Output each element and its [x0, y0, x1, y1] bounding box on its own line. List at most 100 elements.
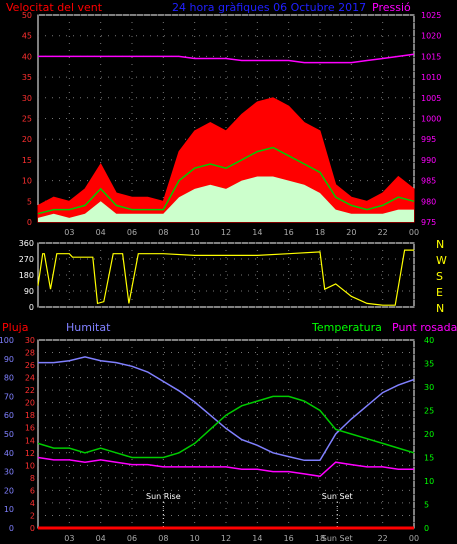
rain-y-tick-label: 22 [25, 386, 35, 395]
wind-x-tick-label: 03 [64, 228, 74, 237]
series-pressure-line [38, 53, 415, 64]
rain-y-tick-label: 10 [25, 461, 35, 470]
rain-y-tick-label: 6 [30, 486, 35, 495]
pressure-y-tick-label: 995 [421, 135, 436, 144]
lower-x-tick-label: 00 [409, 534, 419, 543]
wind-x-tick-label: 16 [284, 228, 294, 237]
rain-y-tick-label: 30 [25, 336, 35, 345]
humidity-y-tick-label: 0 [9, 524, 14, 533]
wind-x-tick-label: 14 [252, 228, 262, 237]
humidity-y-tick-label: 20 [4, 486, 14, 495]
wind-x-tick-label: 20 [346, 228, 356, 237]
pressure-y-tick-label: 980 [421, 197, 436, 206]
humidity-y-tick-label: 90 [4, 355, 14, 364]
wind-x-tick-label: 10 [190, 228, 200, 237]
humidity-y-tick-label: 10 [4, 505, 14, 514]
humidity-y-tick-label: 60 [4, 411, 14, 420]
lower-x-tick-label: 03 [64, 534, 74, 543]
compass-n-bottom: N [436, 302, 444, 315]
wind-y-tick-label: 25 [22, 115, 32, 124]
temperature-y-tick-label: 35 [424, 360, 434, 369]
rain-y-tick-label: 12 [25, 449, 35, 458]
rain-y-tick-label: 16 [25, 424, 35, 433]
direction-y-tick-label: 270 [19, 255, 34, 264]
humidity-y-tick-label: 100 [0, 336, 14, 345]
series-avg-wind-line [37, 146, 415, 215]
lower-x-tick-label: 12 [221, 534, 231, 543]
temperature-y-tick-label: 40 [424, 336, 434, 345]
wind-y-tick-label: 15 [22, 156, 32, 165]
lower-x-tick-label: 08 [158, 534, 168, 543]
rain-y-tick-label: 14 [25, 436, 35, 445]
direction-y-tick-label: 180 [19, 271, 34, 280]
pressure-y-tick-label: 1015 [421, 52, 441, 61]
pressure-y-tick-label: 1025 [421, 11, 441, 20]
temperature-axis-label: Temperatura [311, 321, 382, 334]
sunrise-label: Sun Rise [146, 492, 181, 501]
rain-axis-label: Pluja [2, 321, 28, 334]
lower-x-tick-label: 06 [127, 534, 137, 543]
wind-y-tick-label: 30 [22, 94, 32, 103]
series-direction-line [37, 249, 414, 306]
pressure-axis-label: Pressió [372, 1, 411, 14]
rain-y-tick-label: 20 [25, 399, 35, 408]
lower-x-tick-label: 18 [315, 534, 325, 543]
compass-w: W [436, 254, 447, 267]
rain-y-tick-label: 2 [30, 511, 35, 520]
rain-y-tick-label: 26 [25, 361, 35, 370]
wind-y-tick-label: 40 [22, 52, 32, 61]
series-gust-area [37, 97, 415, 223]
series-dewpoint-line [37, 456, 414, 478]
wind-y-tick-label: 10 [22, 177, 32, 186]
wind-y-tick-label: 0 [27, 218, 32, 227]
wind-speed-axis-label: Velocitat del vent [6, 1, 103, 14]
direction-y-tick-label: 360 [19, 239, 34, 248]
wind-x-tick-label: 06 [127, 228, 137, 237]
lower-x-tick-label: 14 [252, 534, 262, 543]
chart-title: 24 hora gràfiques 06 Octubre 2017 [172, 1, 366, 14]
series-temperature-line [37, 395, 415, 459]
wind-y-tick-label: 5 [27, 197, 32, 206]
compass-e: E [436, 286, 443, 299]
series-min-wind-area [38, 176, 414, 222]
lower-x-tick-label: Sun Set [322, 534, 353, 543]
rain-y-tick-label: 8 [30, 474, 35, 483]
temperature-y-tick-label: 30 [424, 383, 434, 392]
sunset-label: Sun Set [322, 492, 353, 501]
compass-s: S [436, 270, 443, 283]
rain-y-tick-label: 0 [30, 524, 35, 533]
rain-y-tick-label: 24 [25, 374, 35, 383]
humidity-y-tick-label: 50 [4, 430, 14, 439]
rain-y-tick-label: 4 [30, 499, 35, 508]
temperature-y-tick-label: 25 [424, 407, 434, 416]
lower-x-tick-label: 16 [284, 534, 294, 543]
lower-x-tick-label: 22 [378, 534, 388, 543]
temperature-y-tick-label: 10 [424, 477, 434, 486]
wind-x-tick-label: 00 [409, 228, 419, 237]
wind-y-tick-label: 20 [22, 135, 32, 144]
wind-x-tick-label: 18 [315, 228, 325, 237]
series-humidity-line [38, 356, 415, 462]
temperature-y-tick-label: 20 [424, 430, 434, 439]
wind-y-tick-label: 45 [22, 32, 32, 41]
pressure-y-tick-label: 1020 [421, 32, 441, 41]
lower-x-tick-label: 10 [190, 534, 200, 543]
rain-y-tick-label: 28 [25, 349, 35, 358]
wind-x-tick-label: 12 [221, 228, 231, 237]
wind-x-tick-label: 08 [158, 228, 168, 237]
dewpoint-axis-label: Punt rosada [392, 321, 457, 334]
humidity-axis-label: Humitat [66, 321, 111, 334]
humidity-y-tick-label: 40 [4, 449, 14, 458]
wind-y-tick-label: 35 [22, 73, 32, 82]
compass-n-top: N [436, 238, 444, 251]
temperature-y-tick-label: 5 [424, 501, 429, 510]
pressure-y-tick-label: 1010 [421, 73, 441, 82]
direction-y-tick-label: 0 [29, 303, 34, 312]
humidity-y-tick-label: 70 [4, 392, 14, 401]
direction-y-tick-label: 90 [24, 287, 34, 296]
temperature-y-tick-label: 15 [424, 454, 434, 463]
humidity-y-tick-label: 80 [4, 374, 14, 383]
pressure-y-tick-label: 985 [421, 177, 436, 186]
